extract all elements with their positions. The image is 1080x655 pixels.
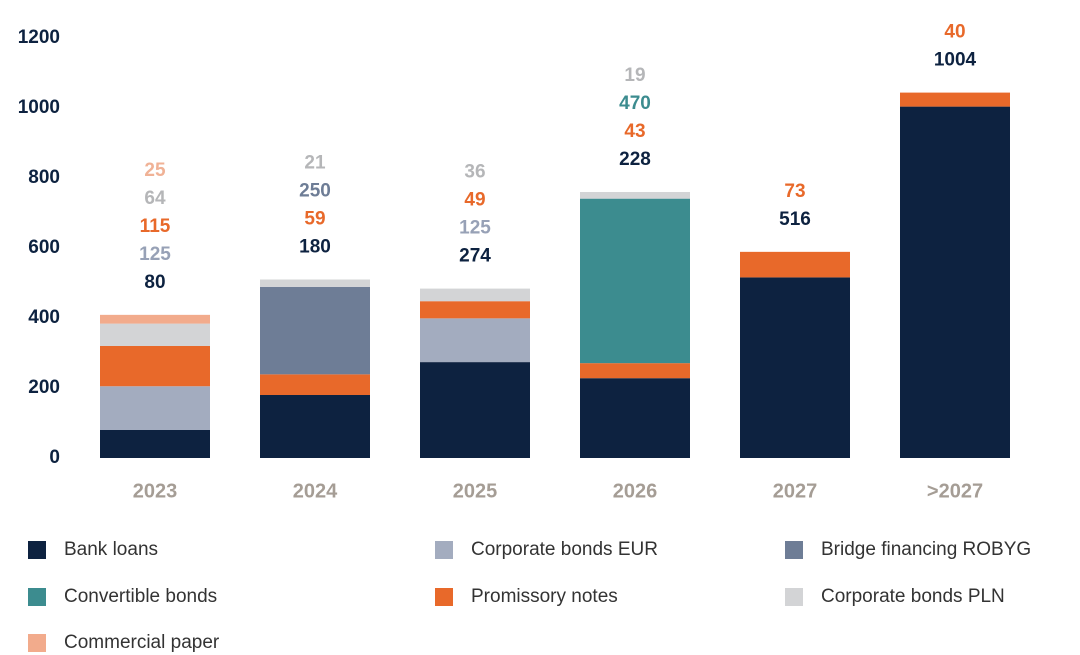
data-label: 43 <box>624 121 645 142</box>
bar-segment <box>100 346 210 387</box>
y-tick-label: 200 <box>28 377 60 398</box>
y-tick-label: 400 <box>28 307 60 328</box>
bar-segment <box>900 106 1010 458</box>
legend-swatch <box>28 588 46 606</box>
bar-segment <box>260 395 370 458</box>
legend-label: Bank loans <box>64 539 158 560</box>
data-label: 59 <box>304 209 325 230</box>
legend-label: Corporate bonds PLN <box>821 586 1005 607</box>
legend-swatch <box>435 541 453 559</box>
x-tick-label: >2027 <box>927 480 983 502</box>
legend-swatch <box>785 541 803 559</box>
data-label: 125 <box>459 218 491 239</box>
y-tick-label: 1200 <box>18 27 60 48</box>
bar-segment <box>100 323 210 346</box>
x-tick-label: 2024 <box>293 480 338 502</box>
data-label: 125 <box>139 244 171 265</box>
data-label: 36 <box>464 162 485 183</box>
y-tick-label: 800 <box>28 167 60 188</box>
x-tick-label: 2027 <box>773 480 818 502</box>
bar-segment <box>740 251 850 278</box>
legend-label: Promissory notes <box>471 586 618 607</box>
bar-segment <box>580 378 690 458</box>
legend-label: Bridge financing ROBYG <box>821 539 1031 560</box>
bar-segment <box>100 430 210 458</box>
y-tick-label: 0 <box>49 447 60 468</box>
data-label: 64 <box>144 188 166 209</box>
bar-segment <box>260 279 370 287</box>
data-label: 228 <box>619 149 651 170</box>
data-label: 250 <box>299 181 331 202</box>
bar-segment <box>420 318 530 363</box>
x-tick-label: 2023 <box>133 480 178 502</box>
bar-segment <box>420 288 530 302</box>
data-label: 19 <box>624 65 645 86</box>
bar-segment <box>100 386 210 430</box>
bar-segment <box>260 374 370 395</box>
legend-label: Commercial paper <box>64 632 220 653</box>
bar-segment <box>580 363 690 379</box>
data-label: 21 <box>304 153 326 174</box>
legend-swatch <box>28 634 46 652</box>
data-label: 49 <box>464 190 485 211</box>
data-label: 180 <box>299 237 331 258</box>
y-tick-label: 600 <box>28 237 60 258</box>
data-label: 40 <box>944 22 965 43</box>
bar-segment <box>900 92 1010 107</box>
legend-swatch <box>28 541 46 559</box>
data-label: 274 <box>459 246 491 267</box>
data-label: 115 <box>140 216 171 237</box>
bar-segment <box>580 192 690 199</box>
bar-segment <box>420 362 530 458</box>
legend-swatch <box>785 588 803 606</box>
legend-label: Convertible bonds <box>64 586 217 607</box>
legend-swatch <box>435 588 453 606</box>
bar-segment <box>260 286 370 375</box>
bar-segment <box>420 301 530 319</box>
data-label: 1004 <box>934 50 977 71</box>
data-label: 73 <box>784 181 805 202</box>
x-tick-label: 2026 <box>613 480 658 502</box>
data-label: 516 <box>779 209 811 230</box>
data-label: 80 <box>144 272 165 293</box>
y-tick-label: 1000 <box>18 97 60 118</box>
legend-label: Corporate bonds EUR <box>471 539 658 560</box>
data-label: 470 <box>619 93 651 114</box>
bar-segment <box>100 314 210 324</box>
bar-segment <box>740 277 850 458</box>
x-tick-label: 2025 <box>453 480 498 502</box>
bar-segment <box>580 198 690 364</box>
data-label: 25 <box>144 160 166 181</box>
